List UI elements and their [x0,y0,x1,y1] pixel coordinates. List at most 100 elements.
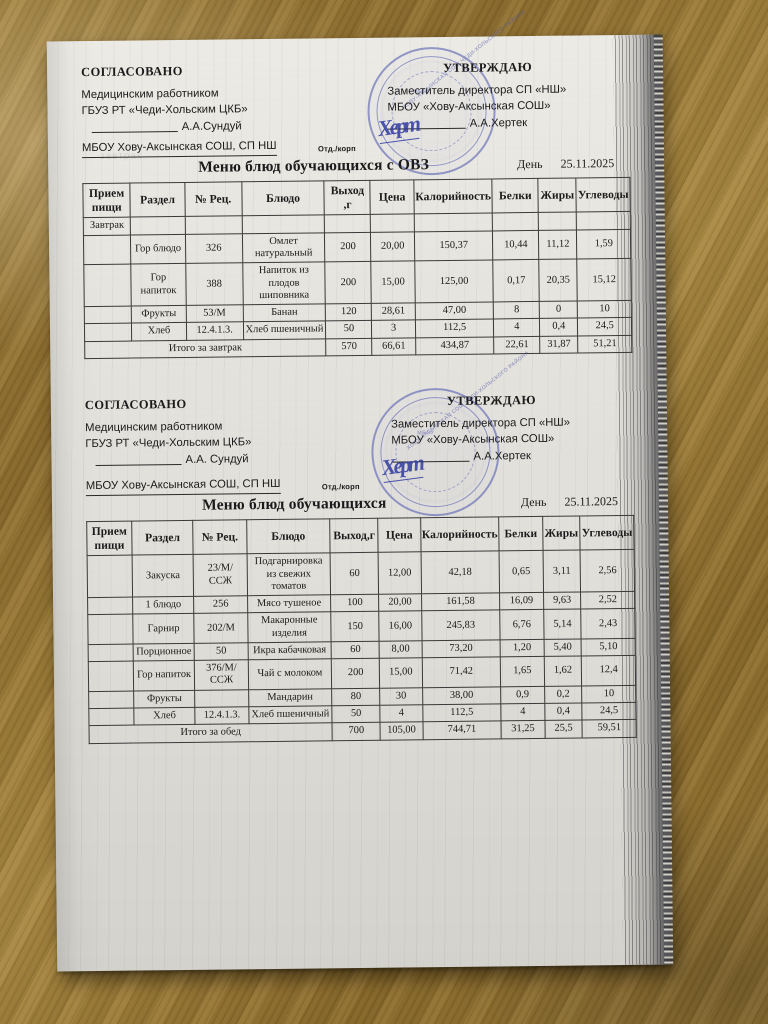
cell-section: Гор напиток [131,263,186,307]
cell-protein [492,212,539,231]
cell-recipe: 23/М/ССЖ [193,554,248,597]
total-protein: 22,61 [494,336,540,354]
cell-calories: 161,58 [421,593,500,612]
cell-carbs: 10 [577,300,632,319]
agreed-signature-line [91,118,178,134]
total-label: Итого за обед [89,723,333,744]
cell-meal [87,597,133,615]
cell-fat: 11,12 [538,229,578,260]
cell-fat: 0,2 [544,685,583,704]
cell-price: 20,00 [378,593,422,612]
cell-output: 200 [324,232,372,263]
col-recipe: № Рец. [184,181,242,217]
table-row: Закуска 23/М/ССЖ Подгарнировка из свежих… [87,549,635,598]
cell-section [130,216,186,235]
total-output: 570 [326,337,373,356]
cell-section: Гарнир [132,613,195,644]
document-header-lunch: СОГЛАСОВАНО Медицинским работником ГБУЗ … [85,350,634,517]
cell-recipe [195,689,249,708]
cell-carbs: 24,5 [577,317,632,336]
cell-output: 200 [325,261,372,304]
cell-section: 1 блюдо [132,596,195,615]
col-fat: Жиры [537,178,577,213]
cell-output: 60 [331,641,380,659]
col-calories: Калорийность [420,516,500,553]
cell-price: 30 [379,687,423,706]
cell-fat: 5,40 [543,638,582,657]
col-price: Цена [370,179,414,215]
cell-output [324,214,371,233]
cell-carbs [576,211,631,230]
cell-recipe: 202/М [194,613,248,644]
cell-protein: 1,20 [500,639,544,658]
document-title-lunch: Меню блюд обучающихся [201,494,387,514]
title-row-ovz: Отд./корп Меню блюд обучающихся с ОВЗ Де… [82,144,630,178]
col-meal: Прием пищи [86,521,133,556]
col-protein: Белки [498,516,543,552]
cell-fat: 1,62 [543,656,583,687]
cell-section: Порционное [133,643,195,662]
day-label-ovz: День [516,157,543,172]
cell-dish: Подгарнировка из свежих томатов [246,553,331,596]
cell-meal: Завтрак [83,217,131,236]
cell-output: 150 [330,611,380,642]
total-carbs: 51,21 [578,334,632,353]
col-protein: Белки [492,178,539,214]
cell-protein: 0,9 [500,686,545,704]
cell-carbs: 12,4 [581,655,636,686]
cell-recipe: 53/М [185,304,244,323]
total-price: 66,61 [372,337,416,356]
cell-dish: Напиток из плодов шиповника [242,262,326,305]
cell-output: 50 [332,705,381,724]
menu-table-lunch: Прием пищи Раздел № Рец. Блюдо Выход,г Ц… [86,515,637,744]
cell-carbs: 2,52 [581,591,635,610]
approved-signature-line [391,447,470,463]
table-body-ovz: Завтрак Гор блюдо 326 [83,211,632,359]
cell-dish: Макаронные изделия [247,612,332,643]
menu-document-ovz: завтрак СОГЛАСОВАНО Медицинским работник… [81,9,632,359]
col-calories: Калорийность [413,179,493,215]
approved-signature-line [387,114,466,130]
cell-fat [538,212,577,231]
cell-fat: 9,63 [543,592,582,610]
cell-calories: 71,42 [421,657,501,688]
agreed-block-lunch: СОГЛАСОВАНО Медицинским работником ГБУЗ … [85,395,378,497]
cell-calories: 47,00 [414,302,494,321]
cell-price: 15,00 [371,261,415,304]
cell-fat: 0 [539,301,578,319]
cell-dish: Омлет натуральный [242,232,326,264]
cell-calories: 112,5 [415,319,495,338]
cell-calories: 150,37 [414,230,494,262]
total-price: 105,00 [380,722,423,740]
cell-meal [83,264,132,307]
cell-fat: 0,4 [544,702,583,721]
cell-section: Закуска [132,554,194,598]
cell-price: 15,00 [379,657,423,688]
cell-price: 3 [371,320,416,338]
cell-dish [241,215,325,234]
col-fat: Жиры [542,515,581,551]
cell-recipe: 256 [193,595,248,614]
col-carbs: Углеводы [576,177,631,213]
menu-table-ovz: Прием пищи Раздел № Рец. Блюдо Выход ,г … [82,177,632,359]
cell-output: 200 [331,658,380,689]
col-section: Раздел [130,182,185,218]
approved-signature-row: А.А.Хертек [387,113,630,132]
cell-protein: 1,65 [500,656,545,687]
total-protein: 31,25 [501,720,545,739]
cell-dish: Мясо тушеное [247,594,331,614]
cell-fat: 20,35 [538,259,578,302]
cell-calories [413,213,493,232]
cell-calories: 73,20 [421,639,501,658]
cell-recipe [184,216,243,235]
cell-recipe: 50 [194,642,248,661]
cell-recipe: 376/М/ССЖ [194,659,249,691]
cell-protein: 4 [493,318,540,337]
total-calories: 434,87 [415,336,495,355]
total-fat: 31,87 [539,335,579,354]
approved-signature-row: А.А.Хертек [391,446,633,465]
col-recipe: № Рец. [193,519,247,555]
total-carbs: 59,51 [582,719,637,738]
cell-meal [88,661,134,692]
cell-meal [88,708,134,726]
